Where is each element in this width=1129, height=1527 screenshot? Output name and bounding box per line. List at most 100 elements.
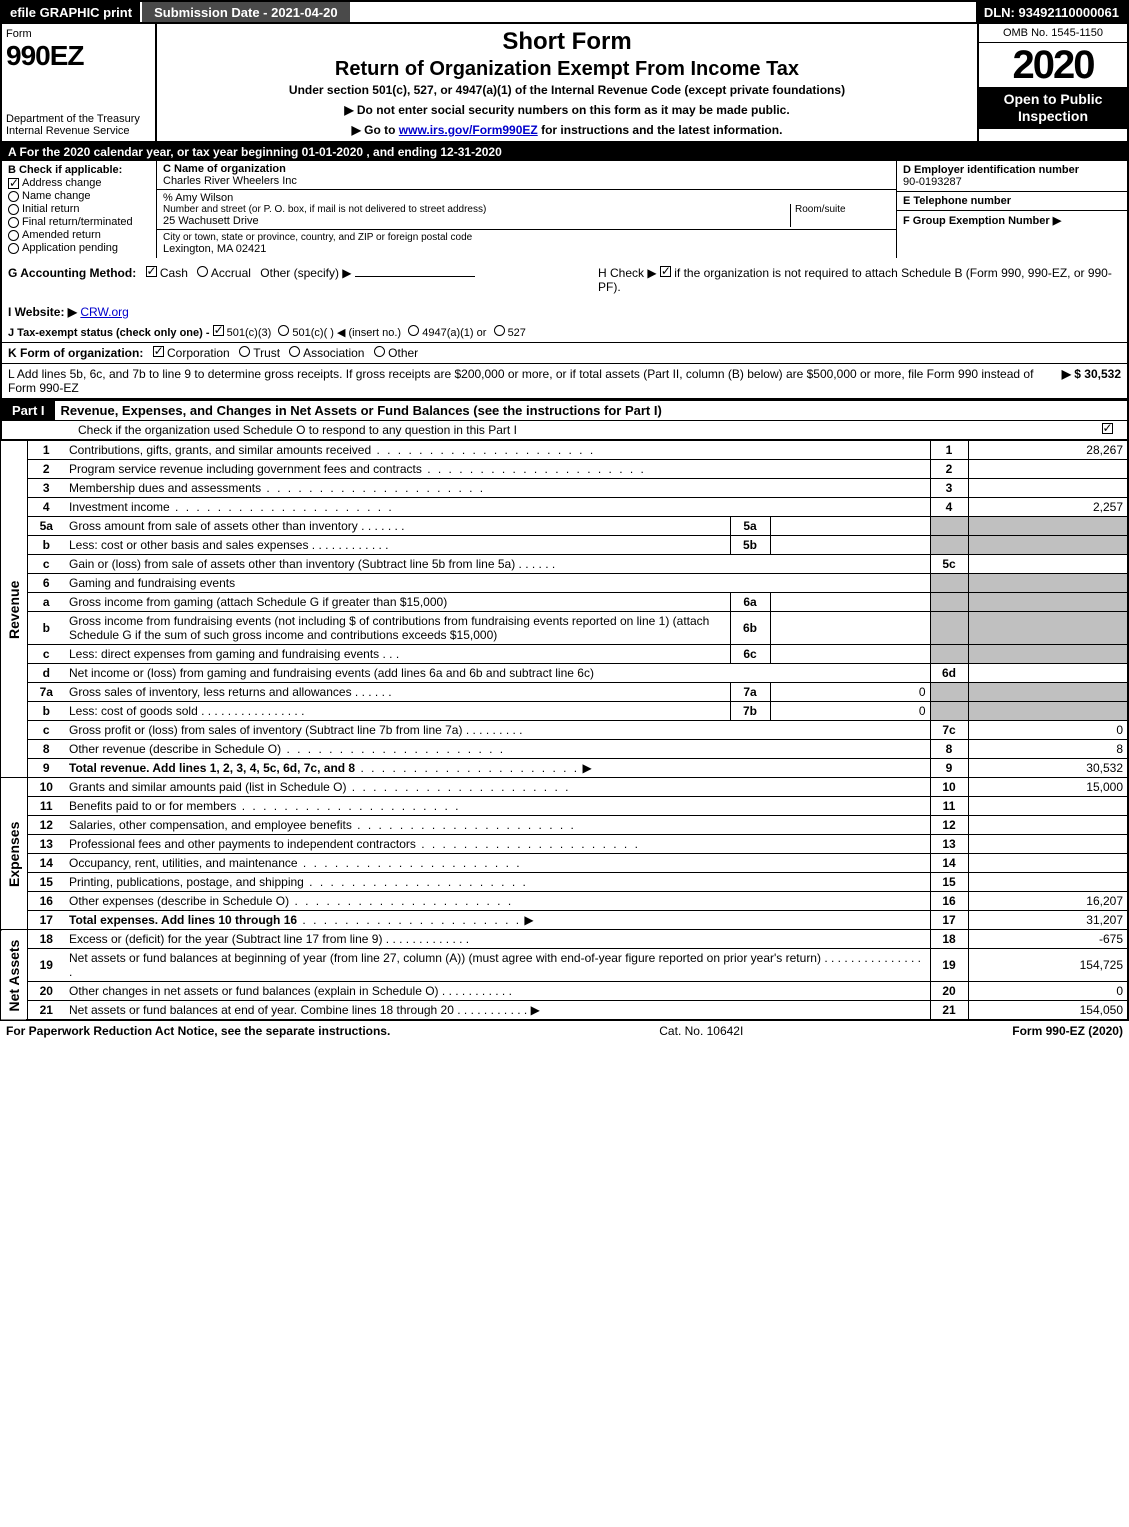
h-pre: H Check ▶ [598, 266, 660, 280]
gh-row: G Accounting Method: Cash Accrual Other … [0, 258, 1129, 302]
b-label: B Check if applicable: [8, 164, 150, 176]
rval: 30,532 [968, 759, 1128, 778]
lnum: 15 [27, 873, 65, 892]
ldesc: Excess or (deficit) for the year (Subtra… [69, 932, 382, 946]
rval: 16,207 [968, 892, 1128, 911]
ldesc: Other changes in net assets or fund bala… [69, 984, 439, 998]
note-goto: ▶ Go to www.irs.gov/Form990EZ for instru… [161, 123, 973, 137]
lnum: 8 [27, 740, 65, 759]
part1-check-row: Check if the organization used Schedule … [0, 420, 1129, 440]
g-accrual: Accrual [211, 266, 251, 280]
lnum: 1 [27, 441, 65, 460]
footer-left: For Paperwork Reduction Act Notice, see … [6, 1024, 390, 1038]
k-assoc: Association [303, 346, 364, 360]
header-left: Form 990EZ Department of the Treasury In… [2, 24, 157, 141]
g-cash-checkbox[interactable] [146, 266, 157, 277]
section-l: L Add lines 5b, 6c, and 7b to line 9 to … [0, 363, 1129, 400]
header-mid: Short Form Return of Organization Exempt… [157, 24, 977, 141]
rval-grey [968, 574, 1128, 593]
lnum: 7a [27, 683, 65, 702]
j-501c3-cb[interactable] [213, 325, 224, 336]
lnum: 2 [27, 460, 65, 479]
rnum: 20 [930, 982, 968, 1001]
line-6c: c Less: direct expenses from gaming and … [1, 645, 1128, 664]
rnum: 3 [930, 479, 968, 498]
rnum: 18 [930, 930, 968, 949]
form-word: Form [6, 28, 151, 40]
radio-icon [8, 191, 19, 202]
cb-label: Name change [22, 190, 91, 202]
rval [968, 835, 1128, 854]
top-bar: efile GRAPHIC print Submission Date - 20… [0, 0, 1129, 24]
street-label: Number and street (or P. O. box, if mail… [163, 204, 790, 215]
cb-final-return[interactable]: Final return/terminated [8, 216, 150, 228]
rnum: 4 [930, 498, 968, 517]
goto-post: for instructions and the latest informat… [538, 123, 783, 137]
rnum-grey [930, 593, 968, 612]
rval: 28,267 [968, 441, 1128, 460]
j-501c-radio[interactable] [278, 325, 289, 336]
g-cash: Cash [160, 266, 188, 280]
subbox: 7b [730, 702, 770, 721]
rnum: 13 [930, 835, 968, 854]
k-corp: Corporation [167, 346, 230, 360]
part1-header-row: Part I Revenue, Expenses, and Changes in… [0, 400, 1129, 420]
k-trust-radio[interactable] [239, 346, 250, 357]
org-name: Charles River Wheelers Inc [163, 175, 890, 187]
h-checkbox[interactable] [660, 266, 671, 277]
radio-icon [8, 230, 19, 241]
lnum: c [27, 555, 65, 574]
k-assoc-radio[interactable] [289, 346, 300, 357]
cb-amended[interactable]: Amended return [8, 229, 150, 241]
website-link[interactable]: CRW.org [80, 305, 128, 319]
k-corp-cb[interactable] [153, 346, 164, 357]
submission-date: Submission Date - 2021-04-20 [140, 2, 350, 22]
line-18: Net Assets 18 Excess or (deficit) for th… [1, 930, 1128, 949]
form-header: Form 990EZ Department of the Treasury In… [0, 24, 1129, 143]
lnum: b [27, 612, 65, 645]
section-g: G Accounting Method: Cash Accrual Other … [8, 266, 578, 294]
rnum: 1 [930, 441, 968, 460]
cb-address-change[interactable]: Address change [8, 177, 150, 189]
ldesc: Salaries, other compensation, and employ… [69, 818, 352, 832]
tax-year: 2020 [979, 43, 1127, 87]
line-1: Revenue 1 Contributions, gifts, grants, … [1, 441, 1128, 460]
k-other-radio[interactable] [374, 346, 385, 357]
cb-name-change[interactable]: Name change [8, 190, 150, 202]
section-d: D Employer identification number 90-0193… [897, 161, 1127, 192]
ldesc: Gross income from fundraising events (no… [65, 612, 730, 645]
rval [968, 555, 1128, 574]
j-527-radio[interactable] [494, 325, 505, 336]
subval [770, 517, 930, 536]
part1-checkbox[interactable] [1087, 423, 1127, 437]
line-5a: 5a Gross amount from sale of assets othe… [1, 517, 1128, 536]
rval: 154,050 [968, 1001, 1128, 1021]
k-label: K Form of organization: [8, 346, 143, 360]
g-accrual-radio[interactable] [197, 266, 208, 277]
cb-application-pending[interactable]: Application pending [8, 242, 150, 254]
cb-initial-return[interactable]: Initial return [8, 203, 150, 215]
lnum: 14 [27, 854, 65, 873]
ldesc: Program service revenue including govern… [69, 462, 422, 476]
lnum: 11 [27, 797, 65, 816]
rnum: 14 [930, 854, 968, 873]
cb-label: Application pending [22, 242, 118, 254]
rnum-grey [930, 574, 968, 593]
j-4947-radio[interactable] [408, 325, 419, 336]
lnum: a [27, 593, 65, 612]
j-501c3: 501(c)(3) [227, 327, 272, 339]
section-k: K Form of organization: Corporation Trus… [0, 342, 1129, 363]
lnum: c [27, 721, 65, 740]
line-17: 17 Total expenses. Add lines 10 through … [1, 911, 1128, 930]
subbox: 6b [730, 612, 770, 645]
dln: DLN: 93492110000061 [976, 2, 1127, 22]
lnum: d [27, 664, 65, 683]
line-5b: b Less: cost or other basis and sales ex… [1, 536, 1128, 555]
cb-label: Final return/terminated [22, 216, 133, 228]
lnum: 9 [27, 759, 65, 778]
line-5c: c Gain or (loss) from sale of assets oth… [1, 555, 1128, 574]
section-b: B Check if applicable: Address change Na… [2, 161, 157, 258]
irs-link[interactable]: www.irs.gov/Form990EZ [399, 123, 538, 137]
i-label: I Website: ▶ [8, 305, 77, 319]
goto-pre: ▶ Go to [352, 123, 399, 137]
